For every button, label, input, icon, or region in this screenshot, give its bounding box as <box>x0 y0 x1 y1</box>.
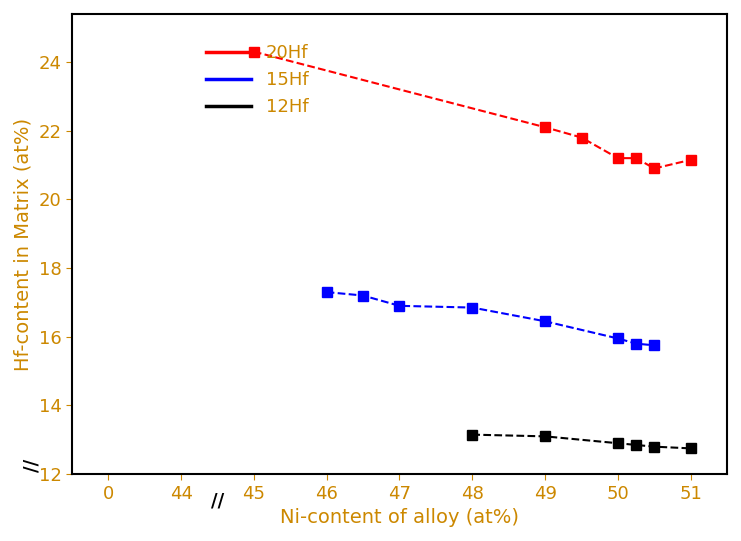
Y-axis label: Hf-content in Matrix (at%): Hf-content in Matrix (at%) <box>14 117 33 371</box>
Line: 15Hf: 15Hf <box>322 287 659 350</box>
15Hf <box>468 304 476 311</box>
15Hf <box>359 292 368 299</box>
15Hf <box>395 302 404 309</box>
15Hf <box>322 289 331 295</box>
20Hf <box>631 155 640 161</box>
15Hf <box>631 340 640 347</box>
Line: 12Hf: 12Hf <box>468 430 696 453</box>
12Hf <box>631 441 640 448</box>
15Hf <box>614 335 622 342</box>
X-axis label: Ni-content of alloy (at%): Ni-content of alloy (at%) <box>280 508 519 527</box>
12Hf <box>614 440 622 446</box>
20Hf <box>577 134 586 141</box>
15Hf <box>650 342 659 348</box>
Text: //: // <box>24 458 41 472</box>
20Hf <box>541 124 550 130</box>
Text: //: // <box>211 493 224 511</box>
20Hf <box>686 156 695 163</box>
12Hf <box>541 433 550 440</box>
20Hf <box>614 155 622 161</box>
15Hf <box>541 318 550 325</box>
Line: 20Hf: 20Hf <box>249 47 696 173</box>
Legend: 20Hf, 15Hf, 12Hf: 20Hf, 15Hf, 12Hf <box>199 37 316 123</box>
12Hf <box>686 445 695 452</box>
12Hf <box>650 444 659 450</box>
12Hf <box>468 431 476 438</box>
20Hf <box>650 165 659 171</box>
20Hf <box>250 49 259 55</box>
